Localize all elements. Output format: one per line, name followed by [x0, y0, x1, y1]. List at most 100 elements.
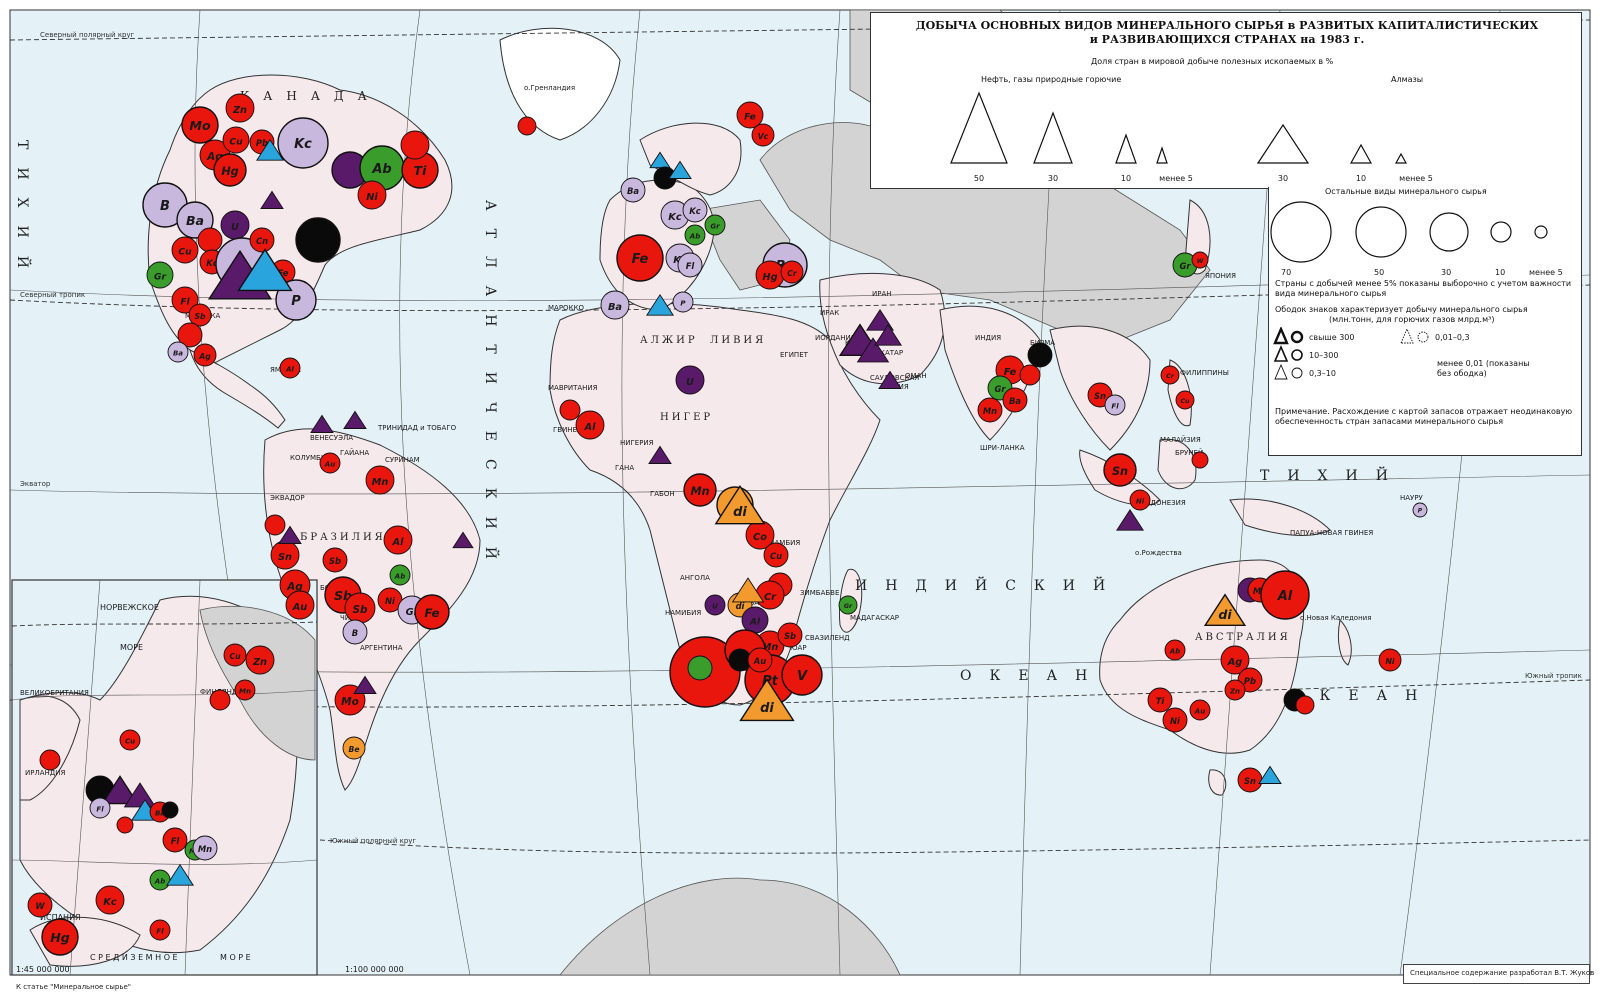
country-label-argentina: АРГЕНТИНА — [360, 644, 403, 652]
mineral-code-label: Ba — [173, 350, 183, 358]
circle-marker-icon — [383, 525, 413, 555]
mineral-code-label: Mn — [690, 485, 709, 498]
triangle-marker-icon — [310, 414, 334, 433]
triangle-marker-icon — [873, 323, 903, 346]
other-50-circle-icon — [1355, 206, 1407, 258]
circle-marker-icon — [1164, 639, 1186, 661]
circle-marker-icon — [1129, 489, 1151, 511]
circle-marker-icon — [675, 365, 705, 395]
mineral-code-label: Fl — [171, 836, 180, 846]
mineral-symbol — [161, 801, 179, 819]
country-label-libya: ЛИВИЯ — [710, 335, 766, 346]
circle-marker-icon — [1104, 394, 1126, 416]
ocean-label-indian-ocean: ОКЕАН — [960, 668, 1105, 684]
circle-marker-icon — [777, 622, 803, 648]
rim-item-1: свыше 300 — [1309, 333, 1354, 342]
mineral-code-label: Pb — [256, 138, 268, 148]
other-size-lt5: менее 5 — [1529, 268, 1563, 277]
ocean-label-atlantic: АТЛАНТИЧЕСКИЙ — [482, 200, 501, 577]
other-size-30: 30 — [1441, 268, 1451, 277]
mineral-code-label: Ab — [394, 573, 405, 581]
circle-marker-icon — [1224, 679, 1246, 701]
circle-marker-icon — [295, 217, 341, 263]
rim-item-3: 0,3–10 — [1309, 369, 1336, 378]
mineral-code-label: Cr — [1166, 373, 1175, 380]
rim-triangle-thick-icon — [1273, 327, 1289, 345]
mineral-symbol-cu: Cu — [119, 729, 141, 751]
mineral-code-label: Mn — [983, 406, 997, 416]
rim-item-2: 10–300 — [1309, 351, 1338, 360]
rim-triangle-dotted-icon — [1400, 327, 1414, 344]
mineral-code-label: Co — [753, 532, 767, 543]
country-label-christmas: о.Рождества — [1135, 549, 1182, 557]
mineral-symbol-cu: Cu — [171, 236, 199, 264]
inset-sea-label-2: МОРЕ — [120, 643, 143, 652]
mineral-code-label: Cr — [787, 269, 798, 278]
mineral-code-label: Al — [584, 422, 597, 433]
circle-marker-icon — [1295, 695, 1315, 715]
diamond-size-lt5: менее 5 — [1399, 174, 1433, 183]
mineral-symbol-fl: Fl — [1104, 394, 1126, 416]
country-label-iraq: ИРАК — [820, 309, 839, 317]
mineral-code-label: Ab — [371, 162, 391, 177]
mineral-symbol — [668, 160, 692, 179]
triangle-marker-icon — [668, 160, 692, 179]
mineral-code-label: Fe — [744, 113, 756, 123]
mineral-symbol — [1295, 695, 1315, 715]
diamond-size-10: 10 — [1356, 174, 1366, 183]
circle-marker-icon — [176, 201, 214, 239]
mineral-code-label: Mn — [198, 844, 212, 854]
circle-marker-icon — [213, 153, 247, 187]
circle-marker-icon — [234, 679, 256, 701]
country-label-namibia: НАМИБИЯ — [665, 609, 701, 617]
mineral-code-label: Fl — [96, 806, 104, 814]
mineral-symbol-al: Al — [383, 525, 413, 555]
mineral-symbol-sn: Sn — [270, 540, 300, 570]
rim-circle-dotted-icon — [1417, 331, 1429, 343]
country-label-swaziland: СВАЗИЛЕНД — [805, 634, 850, 642]
mineral-code-label: Gr — [844, 603, 853, 610]
legend-title-line1: ДОБЫЧА ОСНОВНЫХ ВИДОВ МИНЕРАЛЬНОГО СЫРЬЯ… — [915, 19, 1539, 32]
mineral-symbol-ba: Ba — [620, 177, 646, 203]
mineral-code-label: Ag — [198, 352, 211, 361]
circle-marker-icon — [95, 885, 125, 915]
mineral-code-label: Mn — [372, 477, 389, 488]
mineral-symbol — [873, 323, 903, 346]
circle-marker-icon — [116, 816, 134, 834]
circle-marker-icon — [149, 919, 171, 941]
mineral-code-label: Cu — [125, 738, 135, 746]
mineral-symbol-mn: Mn — [234, 679, 256, 701]
mineral-symbol — [39, 749, 61, 771]
circle-marker-icon — [264, 514, 286, 536]
oil-size-10: 10 — [1121, 174, 1131, 183]
other-70-circle-icon — [1270, 201, 1332, 263]
oil-30-triangle-icon — [1033, 111, 1073, 164]
oil-50-triangle-icon — [950, 91, 1008, 164]
mineral-code-label: Fe — [278, 268, 289, 278]
country-label-jordan: ИОРДАНИЯ — [815, 334, 856, 342]
mineral-code-label: Fl — [686, 261, 695, 271]
country-label-angola: АНГОЛА — [680, 574, 710, 582]
mineral-symbol-vc: Vc — [751, 123, 775, 147]
inset-uk-label: ВЕЛИКОБРИТАНИЯ — [20, 689, 89, 697]
triangle-marker-icon — [1258, 765, 1282, 784]
mineral-code-label: Cu — [229, 652, 241, 661]
country-label-morocco: МАРОККО — [548, 304, 584, 312]
grey-land-antarctica — [559, 877, 901, 975]
circle-marker-icon — [751, 123, 775, 147]
mineral-symbol-be: Be — [342, 736, 366, 760]
circle-marker-icon — [1175, 390, 1195, 410]
mineral-symbol — [1027, 342, 1053, 368]
circle-marker-icon — [171, 236, 199, 264]
mineral-symbol-hg: Hg — [41, 918, 79, 956]
circle-marker-icon — [400, 130, 430, 160]
circle-marker-icon — [763, 542, 789, 568]
antarctic-circle-label: Южный полярный круг — [330, 837, 416, 845]
circle-marker-icon — [1002, 387, 1028, 413]
mineral-symbol-u: U — [704, 594, 726, 616]
oil-size-lt5: менее 5 — [1159, 174, 1193, 183]
mineral-symbol-sb: Sb — [344, 592, 376, 624]
mineral-code-label: Ab — [689, 233, 700, 241]
triangle-marker-icon — [648, 445, 672, 464]
mineral-code-label: Ti — [1156, 696, 1165, 706]
